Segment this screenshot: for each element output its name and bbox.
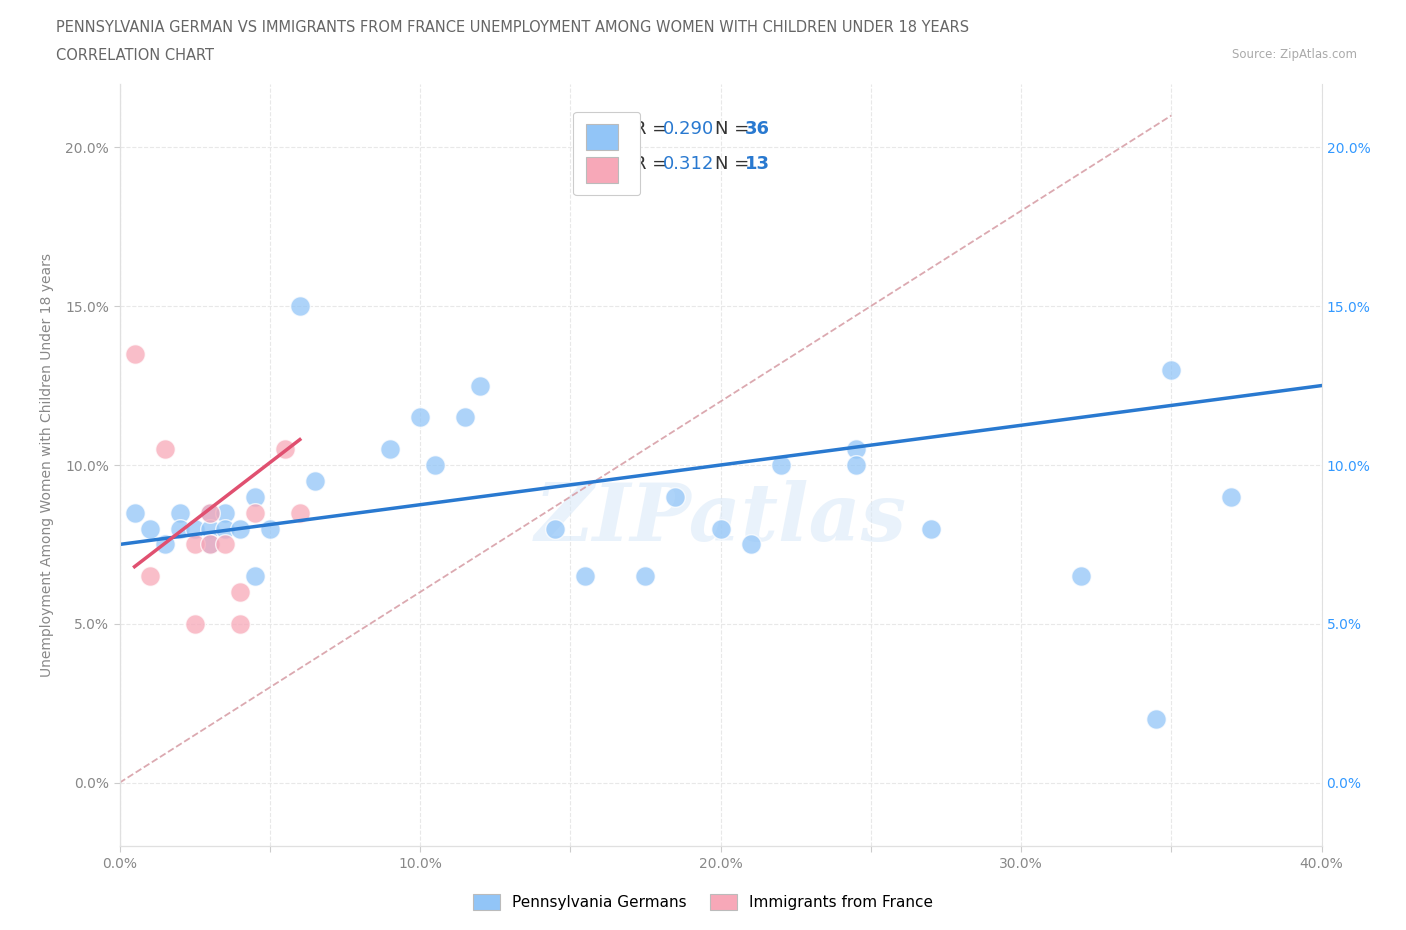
Point bbox=[138, 521, 160, 536]
Point bbox=[634, 569, 657, 584]
Point bbox=[709, 521, 731, 536]
Point bbox=[198, 521, 221, 536]
Point bbox=[243, 569, 266, 584]
Text: 36: 36 bbox=[745, 120, 769, 139]
Point bbox=[468, 379, 492, 393]
Point bbox=[1220, 489, 1243, 504]
Point bbox=[214, 537, 236, 551]
Point bbox=[259, 521, 281, 536]
Point bbox=[183, 521, 205, 536]
Text: R =: R = bbox=[634, 120, 673, 139]
Point bbox=[169, 521, 191, 536]
Text: N =: N = bbox=[714, 155, 755, 173]
Text: 0.290: 0.290 bbox=[662, 120, 714, 139]
Legend: , : , bbox=[574, 112, 640, 195]
Point bbox=[423, 458, 446, 472]
Point bbox=[920, 521, 942, 536]
Point bbox=[198, 505, 221, 520]
Point bbox=[409, 410, 432, 425]
Point bbox=[183, 537, 205, 551]
Point bbox=[378, 442, 401, 457]
Point bbox=[228, 585, 252, 600]
Point bbox=[153, 537, 176, 551]
Point bbox=[1070, 569, 1092, 584]
Point bbox=[169, 505, 191, 520]
Point bbox=[274, 442, 297, 457]
Point bbox=[304, 473, 326, 488]
Point bbox=[740, 537, 762, 551]
Point bbox=[198, 537, 221, 551]
Point bbox=[454, 410, 477, 425]
Point bbox=[1144, 711, 1167, 726]
Point bbox=[288, 299, 311, 313]
Point bbox=[845, 458, 868, 472]
Point bbox=[214, 505, 236, 520]
Text: N =: N = bbox=[714, 120, 755, 139]
Point bbox=[138, 569, 160, 584]
Point bbox=[124, 346, 146, 361]
Text: ZIPatlas: ZIPatlas bbox=[534, 480, 907, 557]
Text: R =: R = bbox=[634, 155, 673, 173]
Point bbox=[214, 521, 236, 536]
Legend: Pennsylvania Germans, Immigrants from France: Pennsylvania Germans, Immigrants from Fr… bbox=[465, 886, 941, 918]
Point bbox=[288, 505, 311, 520]
Text: 0.312: 0.312 bbox=[662, 155, 714, 173]
Point bbox=[1160, 363, 1182, 378]
Point bbox=[664, 489, 686, 504]
Point bbox=[183, 617, 205, 631]
Point bbox=[574, 569, 596, 584]
Point bbox=[198, 537, 221, 551]
Y-axis label: Unemployment Among Women with Children Under 18 years: Unemployment Among Women with Children U… bbox=[41, 253, 53, 677]
Point bbox=[198, 505, 221, 520]
Point bbox=[124, 505, 146, 520]
Point bbox=[769, 458, 792, 472]
Point bbox=[243, 489, 266, 504]
Text: CORRELATION CHART: CORRELATION CHART bbox=[56, 48, 214, 63]
Point bbox=[845, 442, 868, 457]
Point bbox=[153, 442, 176, 457]
Point bbox=[243, 505, 266, 520]
Point bbox=[544, 521, 567, 536]
Point bbox=[228, 521, 252, 536]
Text: PENNSYLVANIA GERMAN VS IMMIGRANTS FROM FRANCE UNEMPLOYMENT AMONG WOMEN WITH CHIL: PENNSYLVANIA GERMAN VS IMMIGRANTS FROM F… bbox=[56, 20, 969, 35]
Text: 13: 13 bbox=[745, 155, 769, 173]
Text: Source: ZipAtlas.com: Source: ZipAtlas.com bbox=[1232, 48, 1357, 61]
Point bbox=[228, 617, 252, 631]
